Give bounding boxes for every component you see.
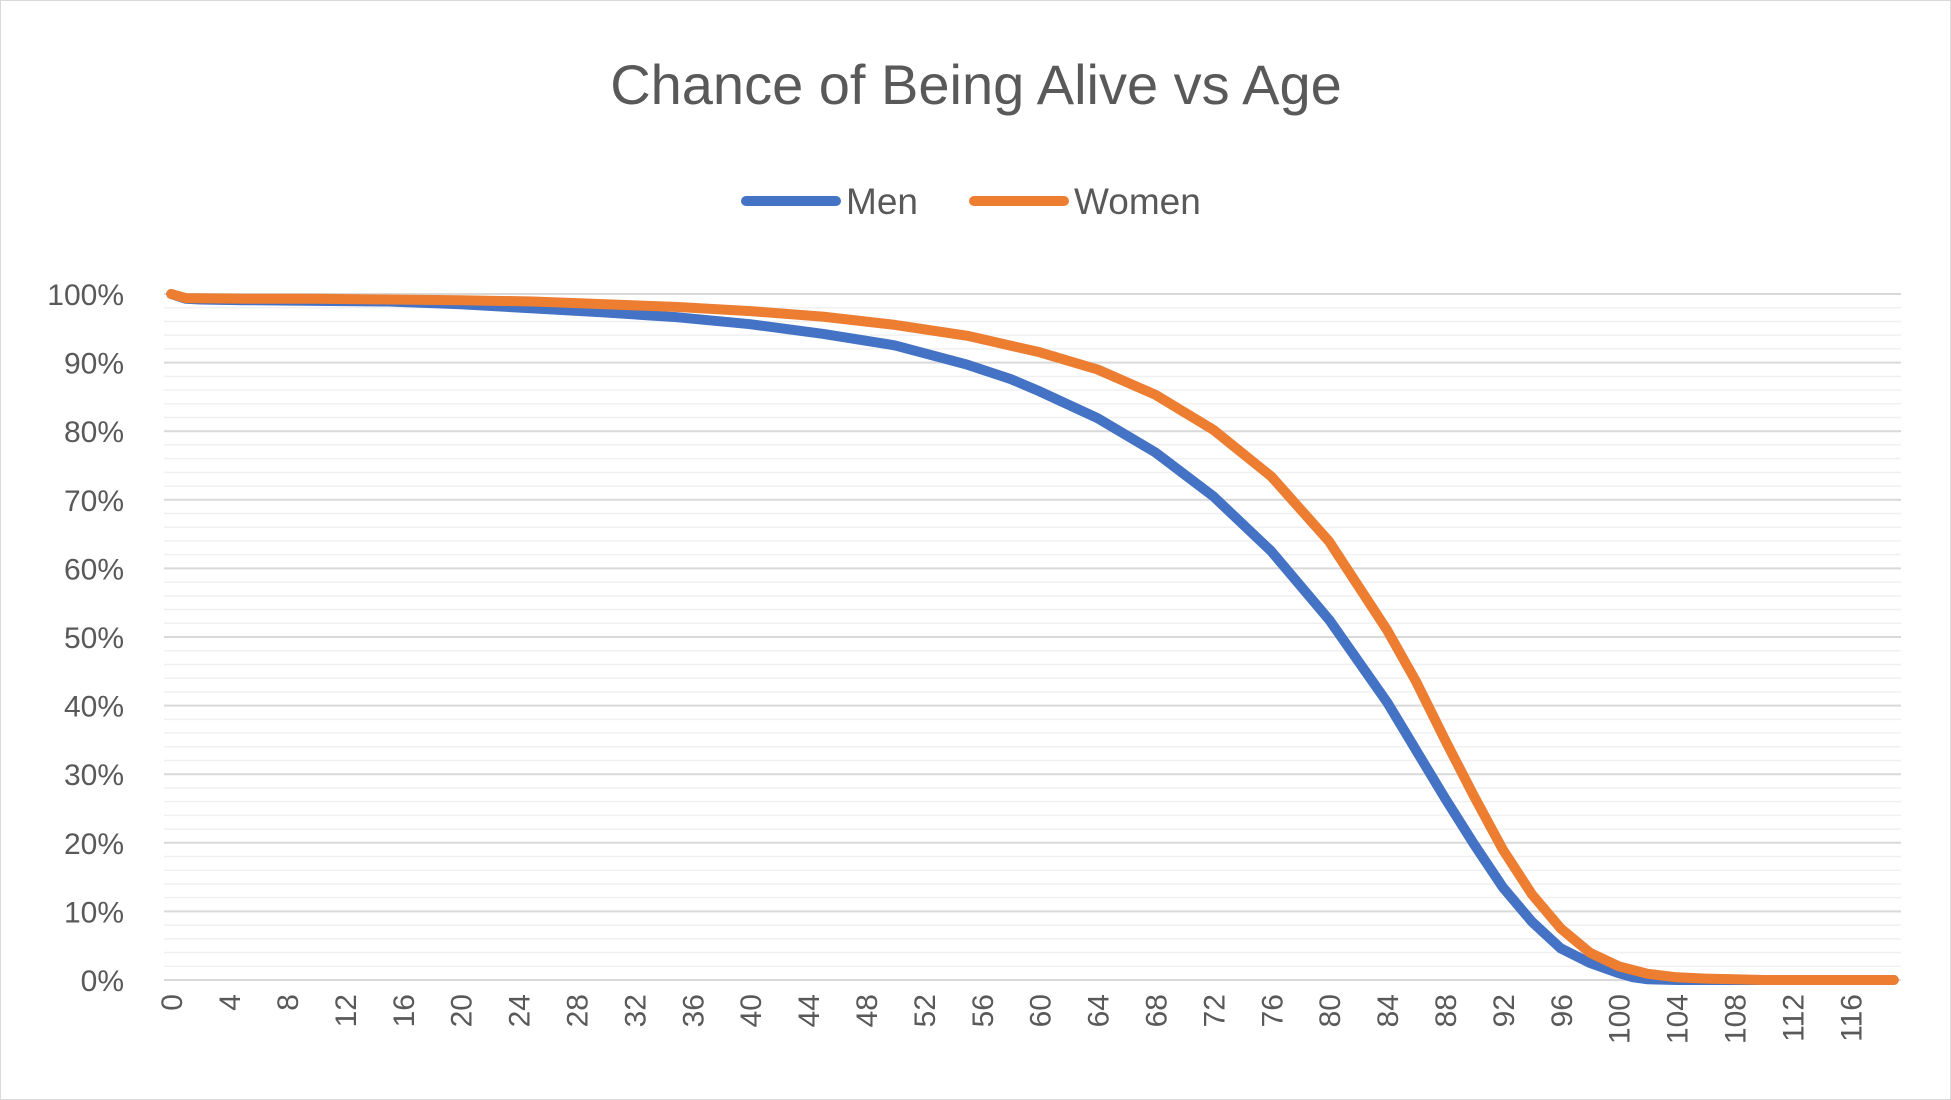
x-tick-label: 40 [735, 994, 768, 1027]
x-tick-label: 84 [1372, 994, 1405, 1027]
x-tick-label: 44 [793, 994, 826, 1027]
x-tick-label: 8 [272, 994, 305, 1011]
x-tick-label: 88 [1430, 994, 1463, 1027]
series-line-women [166, 289, 1899, 985]
y-tick-label: 20% [64, 828, 124, 861]
x-tick-label: 56 [967, 994, 1000, 1027]
y-tick-label: 10% [64, 896, 124, 929]
x-tick-label: 72 [1198, 994, 1231, 1027]
y-tick-label: 100% [47, 279, 124, 312]
series-layer [166, 289, 1899, 985]
x-tick-label: 116 [1835, 994, 1868, 1042]
minor-gridlines [164, 306, 1901, 968]
x-tick-label: 100 [1604, 994, 1637, 1044]
legend: Men Women [741, 181, 1201, 222]
y-tick-label: 0% [81, 965, 124, 998]
x-tick-label: 32 [619, 994, 652, 1027]
x-tick-label: 0 [156, 994, 189, 1011]
x-tick-label: 36 [677, 994, 710, 1027]
x-tick-label: 28 [562, 994, 595, 1027]
legend-women-label: Women [1074, 181, 1201, 222]
y-tick-label: 40% [64, 691, 124, 724]
y-tick-label: 50% [64, 622, 124, 655]
x-tick-label: 48 [851, 994, 884, 1027]
x-tick-label: 92 [1488, 994, 1521, 1027]
x-tick-label: 4 [214, 994, 247, 1011]
x-tick-label: 108 [1720, 994, 1753, 1044]
y-tick-label: 90% [64, 348, 124, 381]
x-tick-label: 16 [388, 994, 421, 1027]
y-tick-label: 80% [64, 416, 124, 449]
y-tick-label: 30% [64, 759, 124, 792]
x-tick-label: 64 [1083, 994, 1116, 1027]
y-tick-label: 60% [64, 553, 124, 586]
x-tick-label: 96 [1546, 994, 1579, 1027]
x-tick-label: 80 [1314, 994, 1347, 1027]
x-tick-label: 20 [446, 994, 479, 1027]
x-tick-label: 24 [504, 994, 537, 1027]
y-tick-label: 70% [64, 485, 124, 518]
x-tick-label: 104 [1662, 994, 1695, 1044]
chart-title: Chance of Being Alive vs Age [610, 53, 1342, 116]
x-tick-label: 52 [909, 994, 942, 1027]
major-gridlines [164, 293, 1901, 913]
legend-men-label: Men [846, 181, 918, 222]
x-tick-label: 76 [1256, 994, 1289, 1027]
x-tick-label: 60 [1025, 994, 1058, 1027]
x-tick-label: 68 [1141, 994, 1174, 1027]
x-tick-label: 12 [330, 994, 363, 1027]
x-axis-tick-labels: 0 4 8 12 16 20 24 28 32 36 40 44 48 52 56 60 64 68 72 76 80 8… [156, 994, 1868, 1044]
x-tick-label: 112 [1777, 994, 1810, 1042]
y-axis-tick-labels: 0% 10% 20% 30% 40% 50% 60% 70% 80% 90% 100% [47, 279, 124, 998]
